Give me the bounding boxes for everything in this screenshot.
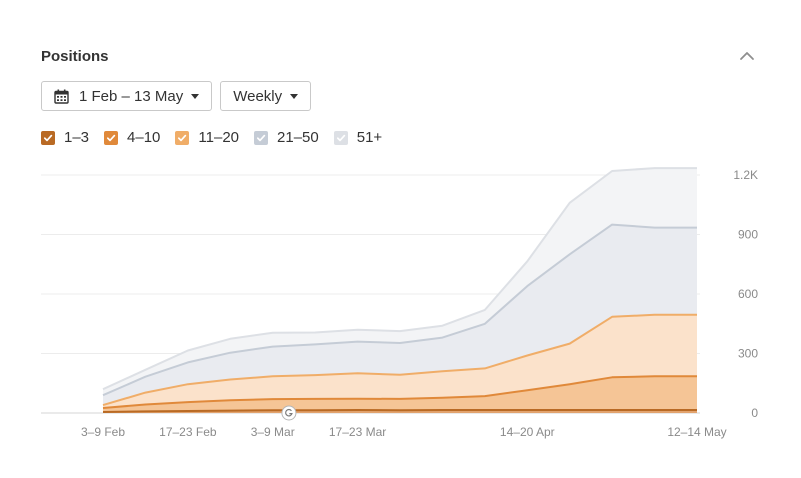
chevron-up-icon[interactable] bbox=[738, 49, 756, 63]
calendar-icon bbox=[54, 89, 69, 104]
area-4-10 bbox=[103, 376, 697, 412]
checkbox-icon[interactable] bbox=[333, 130, 348, 145]
checkbox-icon[interactable] bbox=[41, 130, 55, 145]
x-tick-label: 12–14 May bbox=[667, 425, 726, 439]
x-tick-label: 17–23 Mar bbox=[329, 425, 386, 439]
interval-dropdown[interactable]: Weekly bbox=[220, 81, 312, 111]
interval-label: Weekly bbox=[233, 87, 283, 105]
area-51 bbox=[103, 168, 697, 396]
google-g-glyph bbox=[285, 408, 293, 417]
caret-down-icon bbox=[290, 93, 299, 99]
x-tick-label: 3–9 Mar bbox=[251, 425, 295, 439]
page-title: Positions bbox=[41, 48, 109, 65]
x-tick-label: 3–9 Feb bbox=[81, 425, 125, 439]
x-tick-label: 17–23 Feb bbox=[159, 425, 217, 439]
legend-item-51-plus[interactable]: 51+ bbox=[333, 129, 383, 146]
y-tick-label: 300 bbox=[738, 347, 758, 361]
date-range-button[interactable]: 1 Feb – 13 May bbox=[41, 81, 213, 111]
series-line-4-10 bbox=[102, 375, 697, 409]
legend-label: 21–50 bbox=[277, 129, 319, 146]
legend-item-21-50[interactable]: 21–50 bbox=[254, 129, 319, 146]
legend-item-1-3[interactable]: 1–3 bbox=[41, 129, 89, 146]
chart-controls: 1 Feb – 13 May Weekly bbox=[41, 81, 312, 111]
caret-down-icon bbox=[191, 93, 200, 99]
y-tick-label: 600 bbox=[738, 287, 758, 301]
y-tick-label: 0 bbox=[751, 406, 758, 420]
checkbox-icon[interactable] bbox=[254, 130, 269, 145]
area-21-50 bbox=[103, 224, 697, 406]
legend-label: 1–3 bbox=[64, 129, 90, 146]
area-11-20 bbox=[103, 314, 697, 408]
x-tick-label: 14–20 Apr bbox=[500, 425, 555, 439]
series-line-51 bbox=[102, 167, 697, 391]
google-update-marker-icon[interactable] bbox=[281, 405, 297, 421]
series-line-21-50 bbox=[102, 223, 697, 397]
checkbox-icon[interactable] bbox=[175, 130, 190, 145]
checkbox-icon[interactable] bbox=[104, 130, 119, 145]
legend-item-4-10[interactable]: 4–10 bbox=[104, 129, 160, 146]
legend-label: 51+ bbox=[356, 129, 383, 146]
series-line-1-3 bbox=[102, 409, 697, 413]
date-range-label: 1 Feb – 13 May bbox=[79, 87, 184, 105]
series-line-11-20 bbox=[102, 313, 697, 407]
legend: 1–3 4–10 11–20 21–50 51+ bbox=[41, 129, 382, 146]
legend-label: 11–20 bbox=[198, 129, 240, 146]
legend-item-11-20[interactable]: 11–20 bbox=[175, 129, 239, 146]
y-tick-label: 900 bbox=[738, 228, 758, 242]
positions-area-chart: 0 300 600 900 1.2K 3–9 Feb 17–23 Feb 3–9 Mar 17–… bbox=[41, 167, 758, 439]
y-tick-label: 1.2K bbox=[733, 168, 758, 182]
legend-label: 4–10 bbox=[127, 129, 161, 146]
